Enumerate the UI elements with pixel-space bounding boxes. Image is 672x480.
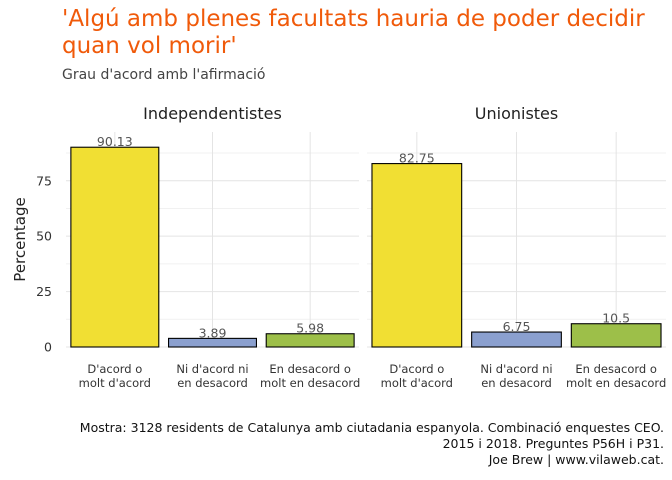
faceted-bar-chart: Percentage 0 25 50 75 Independentistes 90.13 D'…: [11, 104, 666, 390]
chart-caption: Mostra: 3128 residents de Catalunya amb …: [80, 420, 664, 468]
x-tick-label-0-1-1: en desacord: [177, 376, 248, 390]
x-tick-label-1-0-1: molt d'acord: [381, 376, 453, 390]
y-axis-label: Percentage: [11, 197, 29, 281]
data-label-1-0: 82.75: [399, 151, 435, 166]
x-tick-label-1-1-0: Ni d'acord ni: [480, 362, 552, 376]
caption-line-1: Mostra: 3128 residents de Catalunya amb …: [79, 420, 664, 435]
data-label-0-1: 3.89: [199, 325, 227, 340]
y-tick-label: 75: [36, 173, 52, 188]
caption-line-2: 2015 i 2018. Preguntes P56H i P31.: [442, 436, 664, 451]
x-tick-label-0-1-0: Ni d'acord ni: [176, 362, 248, 376]
panel-title-1: Unionistes: [475, 104, 558, 123]
bar-1-1: [471, 331, 562, 348]
data-label-1-1: 6.75: [503, 319, 531, 334]
x-tick-label-1-0-0: D'acord o: [389, 362, 444, 376]
x-tick-label-1-2-0: En desacord o: [575, 362, 657, 376]
panel-title-0: Independentistes: [143, 104, 282, 123]
data-label-0-2: 5.98: [296, 321, 324, 336]
y-tick-label: 0: [44, 340, 52, 355]
bar-1-0: [371, 163, 463, 348]
bar-0-0: [70, 146, 160, 348]
y-tick-label: 50: [36, 229, 52, 244]
x-tick-label-1-2-1: molt en desacord: [566, 376, 666, 390]
bar-0-1: [168, 337, 258, 348]
data-label-1-2: 10.5: [602, 311, 630, 326]
bar-0-2: [265, 333, 355, 348]
x-tick-label-0-2-1: molt en desacord: [260, 376, 360, 390]
chart-title: 'Algú amb plenes facultats hauria de pod…: [62, 6, 645, 59]
x-tick-label-0-0-1: molt d'acord: [79, 376, 151, 390]
caption-line-3: Joe Brew | www.vilaweb.cat.: [488, 452, 664, 467]
chart-subtitle: Grau d'acord amb l'afirmació: [62, 67, 266, 83]
data-label-0-0: 90.13: [97, 134, 133, 149]
x-tick-label-0-2-0: En desacord o: [269, 362, 351, 376]
x-tick-label-0-0-0: D'acord o: [87, 362, 142, 376]
bar-1-2: [570, 323, 662, 348]
y-tick-label: 25: [36, 284, 52, 299]
x-tick-label-1-1-1: en desacord: [481, 376, 552, 390]
